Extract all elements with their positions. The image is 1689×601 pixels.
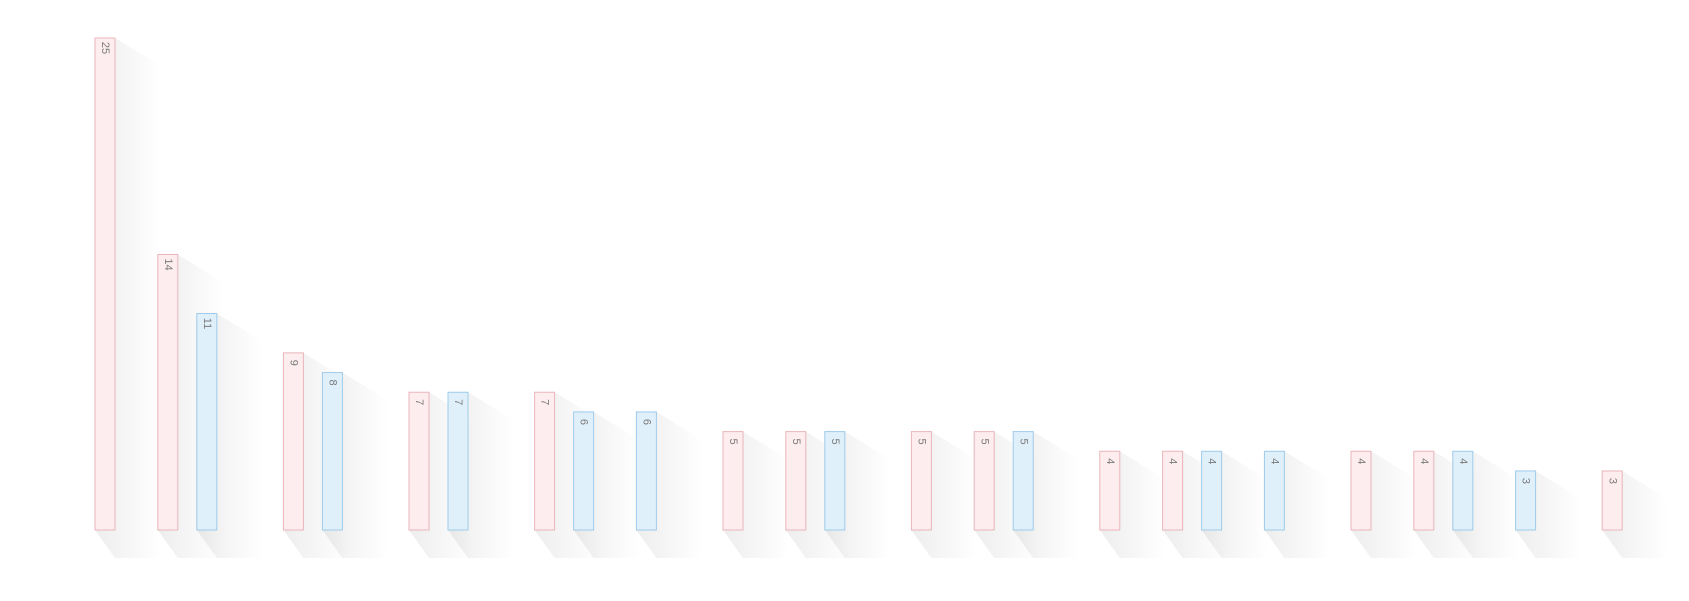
bar bbox=[1012, 431, 1034, 531]
value-label: 7 bbox=[452, 399, 464, 405]
bar bbox=[1601, 470, 1623, 531]
value-label: 4 bbox=[1167, 458, 1179, 464]
value-label: 25 bbox=[99, 42, 111, 54]
value-label: 5 bbox=[915, 439, 927, 445]
value-label: 7 bbox=[413, 399, 425, 405]
bar bbox=[157, 253, 179, 531]
bar bbox=[973, 431, 995, 531]
value-label: 4 bbox=[1355, 458, 1367, 464]
bar bbox=[1452, 450, 1474, 531]
bar bbox=[282, 352, 304, 531]
bar bbox=[635, 411, 657, 531]
value-label: 5 bbox=[727, 439, 739, 445]
bar bbox=[1201, 450, 1223, 531]
bar bbox=[447, 391, 469, 531]
value-label: 4 bbox=[1268, 458, 1280, 464]
bar bbox=[1413, 450, 1435, 531]
value-label: 8 bbox=[326, 379, 338, 385]
bar bbox=[722, 431, 744, 531]
value-label: 5 bbox=[790, 439, 802, 445]
bar bbox=[1099, 450, 1121, 531]
value-label: 4 bbox=[1206, 458, 1218, 464]
bar bbox=[824, 431, 846, 531]
value-label: 5 bbox=[829, 439, 841, 445]
value-label: 5 bbox=[978, 439, 990, 445]
value-label: 4 bbox=[1104, 458, 1116, 464]
bar bbox=[408, 391, 430, 531]
value-label: 5 bbox=[1017, 439, 1029, 445]
bar bbox=[785, 431, 807, 531]
bar bbox=[1162, 450, 1184, 531]
bar bbox=[910, 431, 932, 531]
bar bbox=[196, 313, 218, 531]
value-label: 6 bbox=[578, 419, 590, 425]
bar bbox=[573, 411, 595, 531]
bar bbox=[94, 37, 116, 531]
value-label: 6 bbox=[640, 419, 652, 425]
value-label: 3 bbox=[1606, 478, 1618, 484]
value-label: 3 bbox=[1520, 478, 1532, 484]
value-label: 9 bbox=[287, 360, 299, 366]
value-label: 11 bbox=[201, 318, 213, 329]
value-label: 4 bbox=[1457, 458, 1469, 464]
value-label: 4 bbox=[1418, 458, 1430, 464]
value-label: 14 bbox=[162, 258, 174, 270]
value-label: 7 bbox=[539, 399, 551, 405]
bar bbox=[1263, 450, 1285, 531]
bar bbox=[1350, 450, 1372, 531]
bar bbox=[1515, 470, 1537, 531]
bar bbox=[534, 391, 556, 531]
bar bbox=[321, 372, 343, 531]
